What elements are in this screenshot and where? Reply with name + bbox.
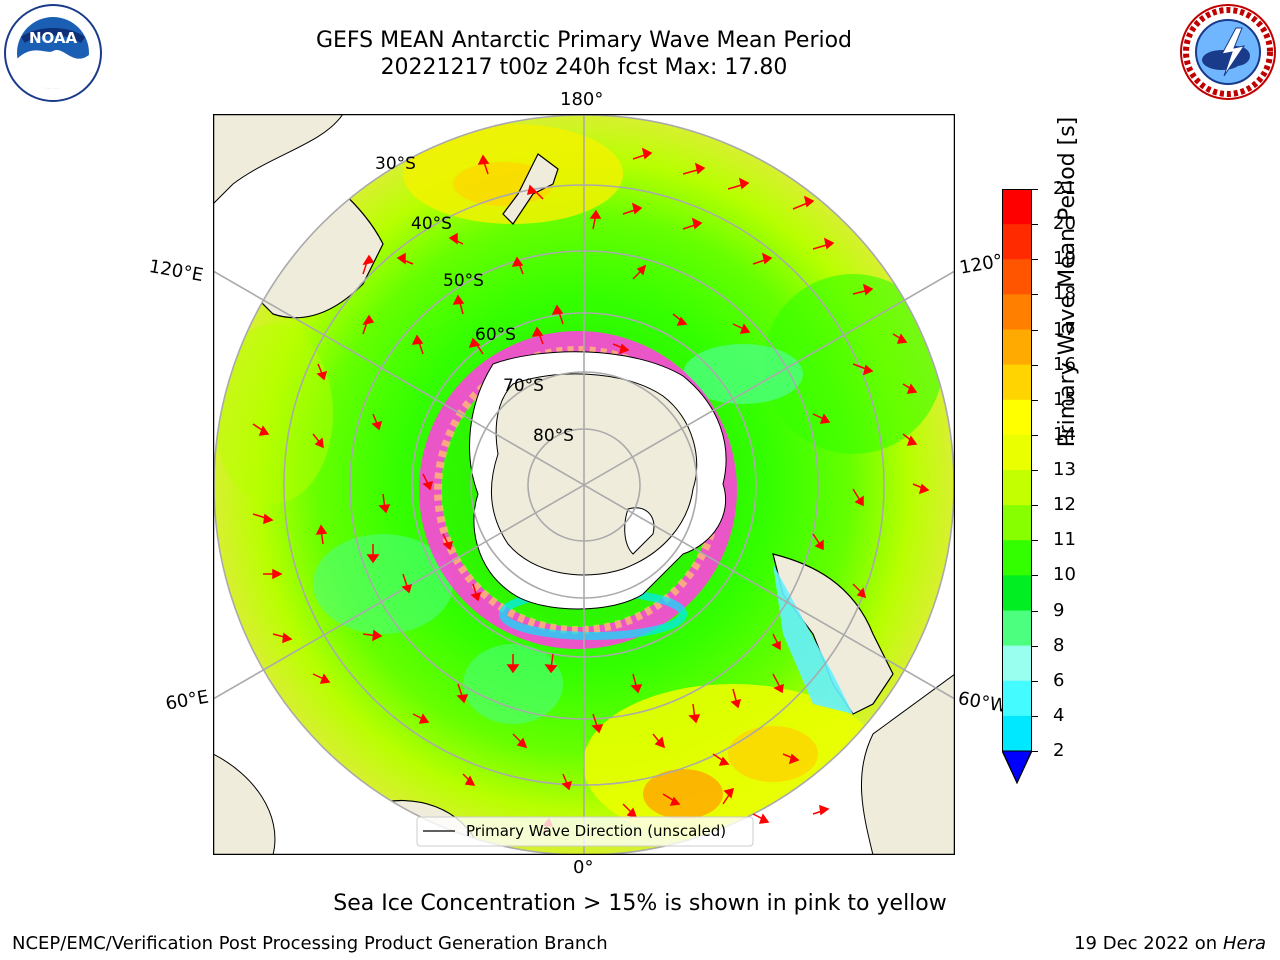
colorbar-tick-label: 16 — [1053, 353, 1076, 375]
colorbar-segment — [1002, 470, 1032, 506]
footer-host: Hera — [1222, 933, 1266, 954]
colorbar-tick-label: 21 — [1053, 178, 1076, 199]
colorbar-extend-triangle — [1001, 750, 1033, 785]
chart-subtitle: 20221217 t00z 240h fcst Max: 17.80 — [380, 55, 788, 80]
colorbar-tick-label: 9 — [1053, 599, 1065, 621]
lon-label-0: 0° — [573, 857, 594, 878]
lat-label-70s: 70°S — [503, 376, 544, 396]
colorbar-label: Primary Wave Mean Period [s] — [1055, 116, 1080, 448]
colorbar-segment — [1002, 680, 1032, 717]
colorbar-tick-mark — [1032, 575, 1038, 577]
colorbar-segment — [1002, 294, 1032, 330]
polar-map-svg: Primary Wave Direction (unscaled) 30°S 4… — [212, 113, 956, 856]
colorbar-segment — [1002, 259, 1032, 295]
lat-label-80s: 80°S — [533, 426, 574, 446]
colorbar-segment — [1002, 540, 1032, 576]
colorbar-tick-label: 18 — [1053, 283, 1076, 305]
lat-label-60s: 60°S — [475, 325, 516, 345]
colorbar-tick-mark — [1032, 189, 1038, 190]
colorbar-tick-mark — [1032, 645, 1038, 647]
colorbar-segment — [1002, 505, 1032, 541]
colorbar-segment — [1002, 645, 1032, 682]
colorbar-tick-label: 6 — [1053, 669, 1065, 691]
footer-left: NCEP/EMC/Verification Post Processing Pr… — [12, 933, 608, 954]
colorbar-tick-label: 4 — [1053, 704, 1065, 726]
colorbar-tick-label: 11 — [1053, 529, 1076, 551]
colorbar-tick-label: 13 — [1053, 459, 1076, 480]
colorbar-tick-label: 12 — [1053, 494, 1076, 516]
noaa-logo-text: NOAA — [29, 29, 78, 47]
chart-title: GEFS MEAN Antarctic Primary Wave Mean Pe… — [315, 28, 853, 53]
footer-date: 19 Dec 2022 on — [1074, 933, 1218, 954]
colorbar-tick-mark — [1032, 680, 1038, 682]
colorbar-segment — [1002, 575, 1032, 611]
colorbar-tick-mark — [1032, 329, 1038, 331]
colorbar-segment — [1002, 364, 1032, 401]
colorbar-segment — [1002, 399, 1032, 436]
colorbar-segment — [1002, 329, 1032, 366]
footer-right: 19 Dec 2022 on Hera — [1074, 933, 1266, 954]
colorbar-ticks: 21 20 19 18 17 16 15 14 13 12 11 10 9 8 6 4 2 — [1032, 178, 1082, 778]
colorbar-tick-label: 20 — [1053, 213, 1076, 235]
colorbar-svg — [1001, 189, 1033, 785]
colorbar-tick-mark — [1032, 751, 1038, 752]
colorbar-segment — [1002, 224, 1032, 260]
lat-label-40s: 40°S — [411, 214, 452, 234]
colorbar-tick-label: 2 — [1053, 740, 1065, 761]
colorbar-tick-mark — [1032, 434, 1038, 436]
colorbar-outline — [1002, 189, 1032, 785]
colorbar-tick-mark — [1032, 540, 1038, 542]
colorbar-tick-label: 15 — [1053, 388, 1076, 410]
colorbar-segment — [1002, 715, 1032, 752]
noaa-logo: NOAA — [3, 3, 103, 103]
colorbar-tick-label: 8 — [1053, 634, 1065, 656]
colorbar-tick-mark — [1032, 364, 1038, 366]
colorbar-segment — [1002, 189, 1032, 225]
lon-label-120e: 120°E — [147, 256, 205, 287]
colorbar-tick-mark — [1032, 610, 1038, 612]
lat-label-30s: 30°S — [375, 154, 416, 174]
wave-direction-arrows — [252, 147, 930, 835]
map-legend: Primary Wave Direction (unscaled) — [416, 816, 754, 847]
colorbar-tick-mark — [1032, 224, 1038, 226]
lon-label-180: 180° — [560, 89, 604, 110]
colorbar-segment — [1002, 610, 1032, 647]
colorbar — [1001, 189, 1033, 785]
colorbar-tick-label: 17 — [1053, 318, 1076, 340]
colorbar-tick-label: 14 — [1053, 423, 1076, 445]
colorbar-tick-mark — [1032, 505, 1038, 507]
colorbar-tick-label: 19 — [1053, 248, 1076, 270]
colorbar-tick-mark — [1032, 715, 1038, 717]
colorbar-tick-mark — [1032, 470, 1038, 471]
map-legend-label: Primary Wave Direction (unscaled) — [466, 822, 726, 840]
polar-map: Primary Wave Direction (unscaled) 30°S 4… — [212, 113, 956, 856]
map-caption: Sea Ice Concentration > 15% is shown in … — [333, 891, 947, 916]
nws-logo — [1178, 2, 1278, 102]
colorbar-tick-mark — [1032, 294, 1038, 296]
colorbar-tick-mark — [1032, 399, 1038, 401]
colorbar-tick-label: 10 — [1053, 564, 1076, 586]
lat-label-50s: 50°S — [443, 271, 484, 291]
colorbar-tick-mark — [1032, 259, 1038, 261]
colorbar-segment — [1002, 434, 1032, 471]
lon-label-60e: 60°E — [164, 686, 211, 715]
